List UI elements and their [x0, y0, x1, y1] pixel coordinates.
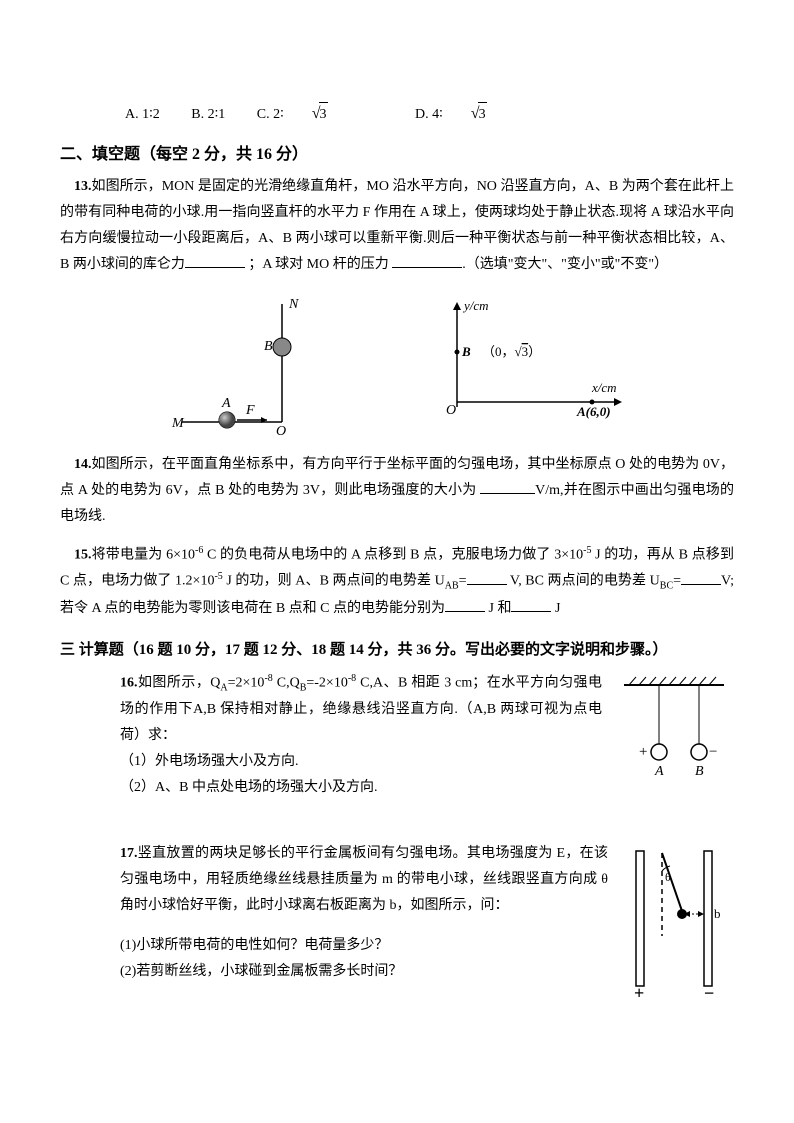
blank-fill[interactable] — [511, 611, 551, 612]
plus-plate: + — [634, 983, 644, 1001]
b-label: b — [714, 906, 721, 921]
blank-fill[interactable] — [480, 493, 535, 494]
label-M: M — [171, 416, 185, 431]
q16-paragraph: 16.如图所示，QA=2×10-8 C,QB=-2×10-8 C,A、B 相距 … — [120, 670, 602, 750]
label-ycm: y/cm — [462, 298, 489, 313]
label-O: O — [446, 403, 456, 418]
choice-a: A. 1∶2 — [125, 103, 160, 127]
figure-row: M O N A B F O y/cm x/cm A(6,0) — [60, 292, 734, 442]
q17-block: 17.竖直放置的两块足够长的平行金属板间有匀强电场。其电场强度为 E，在该匀强电… — [60, 841, 734, 1001]
sqrt-icon: 3 — [312, 100, 356, 127]
blank-fill[interactable] — [681, 584, 721, 585]
minus-sign: − — [709, 744, 717, 760]
label-B: B — [264, 339, 273, 354]
blank-fill[interactable] — [392, 267, 462, 268]
figure-q14: O y/cm x/cm A(6,0) B （0，√3） — [432, 292, 632, 422]
label-A60: A(6,0) — [576, 404, 611, 419]
sqrt-icon: 3 — [471, 100, 515, 127]
blank-fill[interactable] — [467, 584, 507, 585]
blank-fill[interactable] — [185, 267, 245, 268]
section2-title: 二、填空题（每空 2 分，共 16 分） — [60, 141, 734, 168]
label-A: A — [221, 396, 231, 411]
q16-block: 16.如图所示，QA=2×10-8 C,QB=-2×10-8 C,A、B 相距 … — [60, 670, 734, 802]
choice-b: B. 2∶1 — [191, 103, 225, 127]
label-B: B — [695, 764, 704, 779]
q17-number: 17. — [120, 846, 138, 861]
q16-sub1: （1）外电场场强大小及方向. — [120, 749, 602, 775]
q17-sub1: (1)小球所带电荷的电性如何？电荷量多少？ — [120, 933, 608, 959]
figure-q13: M O N A B F — [162, 292, 342, 442]
q13-paragraph: 13.如图所示，MON 是固定的光滑绝缘直角杆，MO 沿水平方向，NO 沿竖直方… — [60, 174, 734, 278]
label-O: O — [276, 424, 286, 439]
section3-title: 三 计算题（16 题 10 分，17 题 12 分、18 题 14 分，共 36… — [60, 638, 734, 664]
figure-q17: θ b + − — [624, 841, 734, 1001]
label-N: N — [288, 297, 299, 312]
q14-number: 14. — [74, 457, 92, 472]
q12-choices: A. 1∶2 B. 2∶1 C. 2∶3 D. 4∶3 — [60, 100, 734, 127]
q13-number: 13. — [74, 179, 92, 194]
theta-label: θ — [665, 870, 671, 884]
label-B: B — [461, 344, 471, 359]
q16-number: 16. — [120, 675, 138, 690]
q17-sub2: (2)若剪断丝线，小球碰到金属板需多长时间？ — [120, 959, 608, 985]
q15-paragraph: 15.将带电量为 6×10-6 C 的负电荷从电场中的 A 点移到 B 点，克服… — [60, 542, 734, 622]
minus-plate: − — [704, 983, 714, 1001]
label-A: A — [654, 764, 664, 779]
label-Bcoord: （0，√3） — [482, 344, 541, 359]
choice-d: D. 4∶3 — [415, 100, 543, 127]
q14-paragraph: 14.如图所示，在平面直角坐标系中，有方向平行于坐标平面的匀强电场，其中坐标原点… — [60, 452, 734, 530]
plus-sign: + — [639, 744, 647, 760]
choice-c: C. 2∶3 — [257, 100, 384, 127]
blank-fill[interactable] — [445, 611, 485, 612]
q17-paragraph: 17.竖直放置的两块足够长的平行金属板间有匀强电场。其电场强度为 E，在该匀强电… — [120, 841, 608, 919]
q15-number: 15. — [74, 547, 92, 562]
q16-sub2: （2）A、B 中点处电场的场强大小及方向. — [120, 775, 602, 801]
label-xcm: x/cm — [591, 380, 617, 395]
figure-q16: + − A B — [614, 670, 734, 790]
label-F: F — [245, 403, 255, 418]
